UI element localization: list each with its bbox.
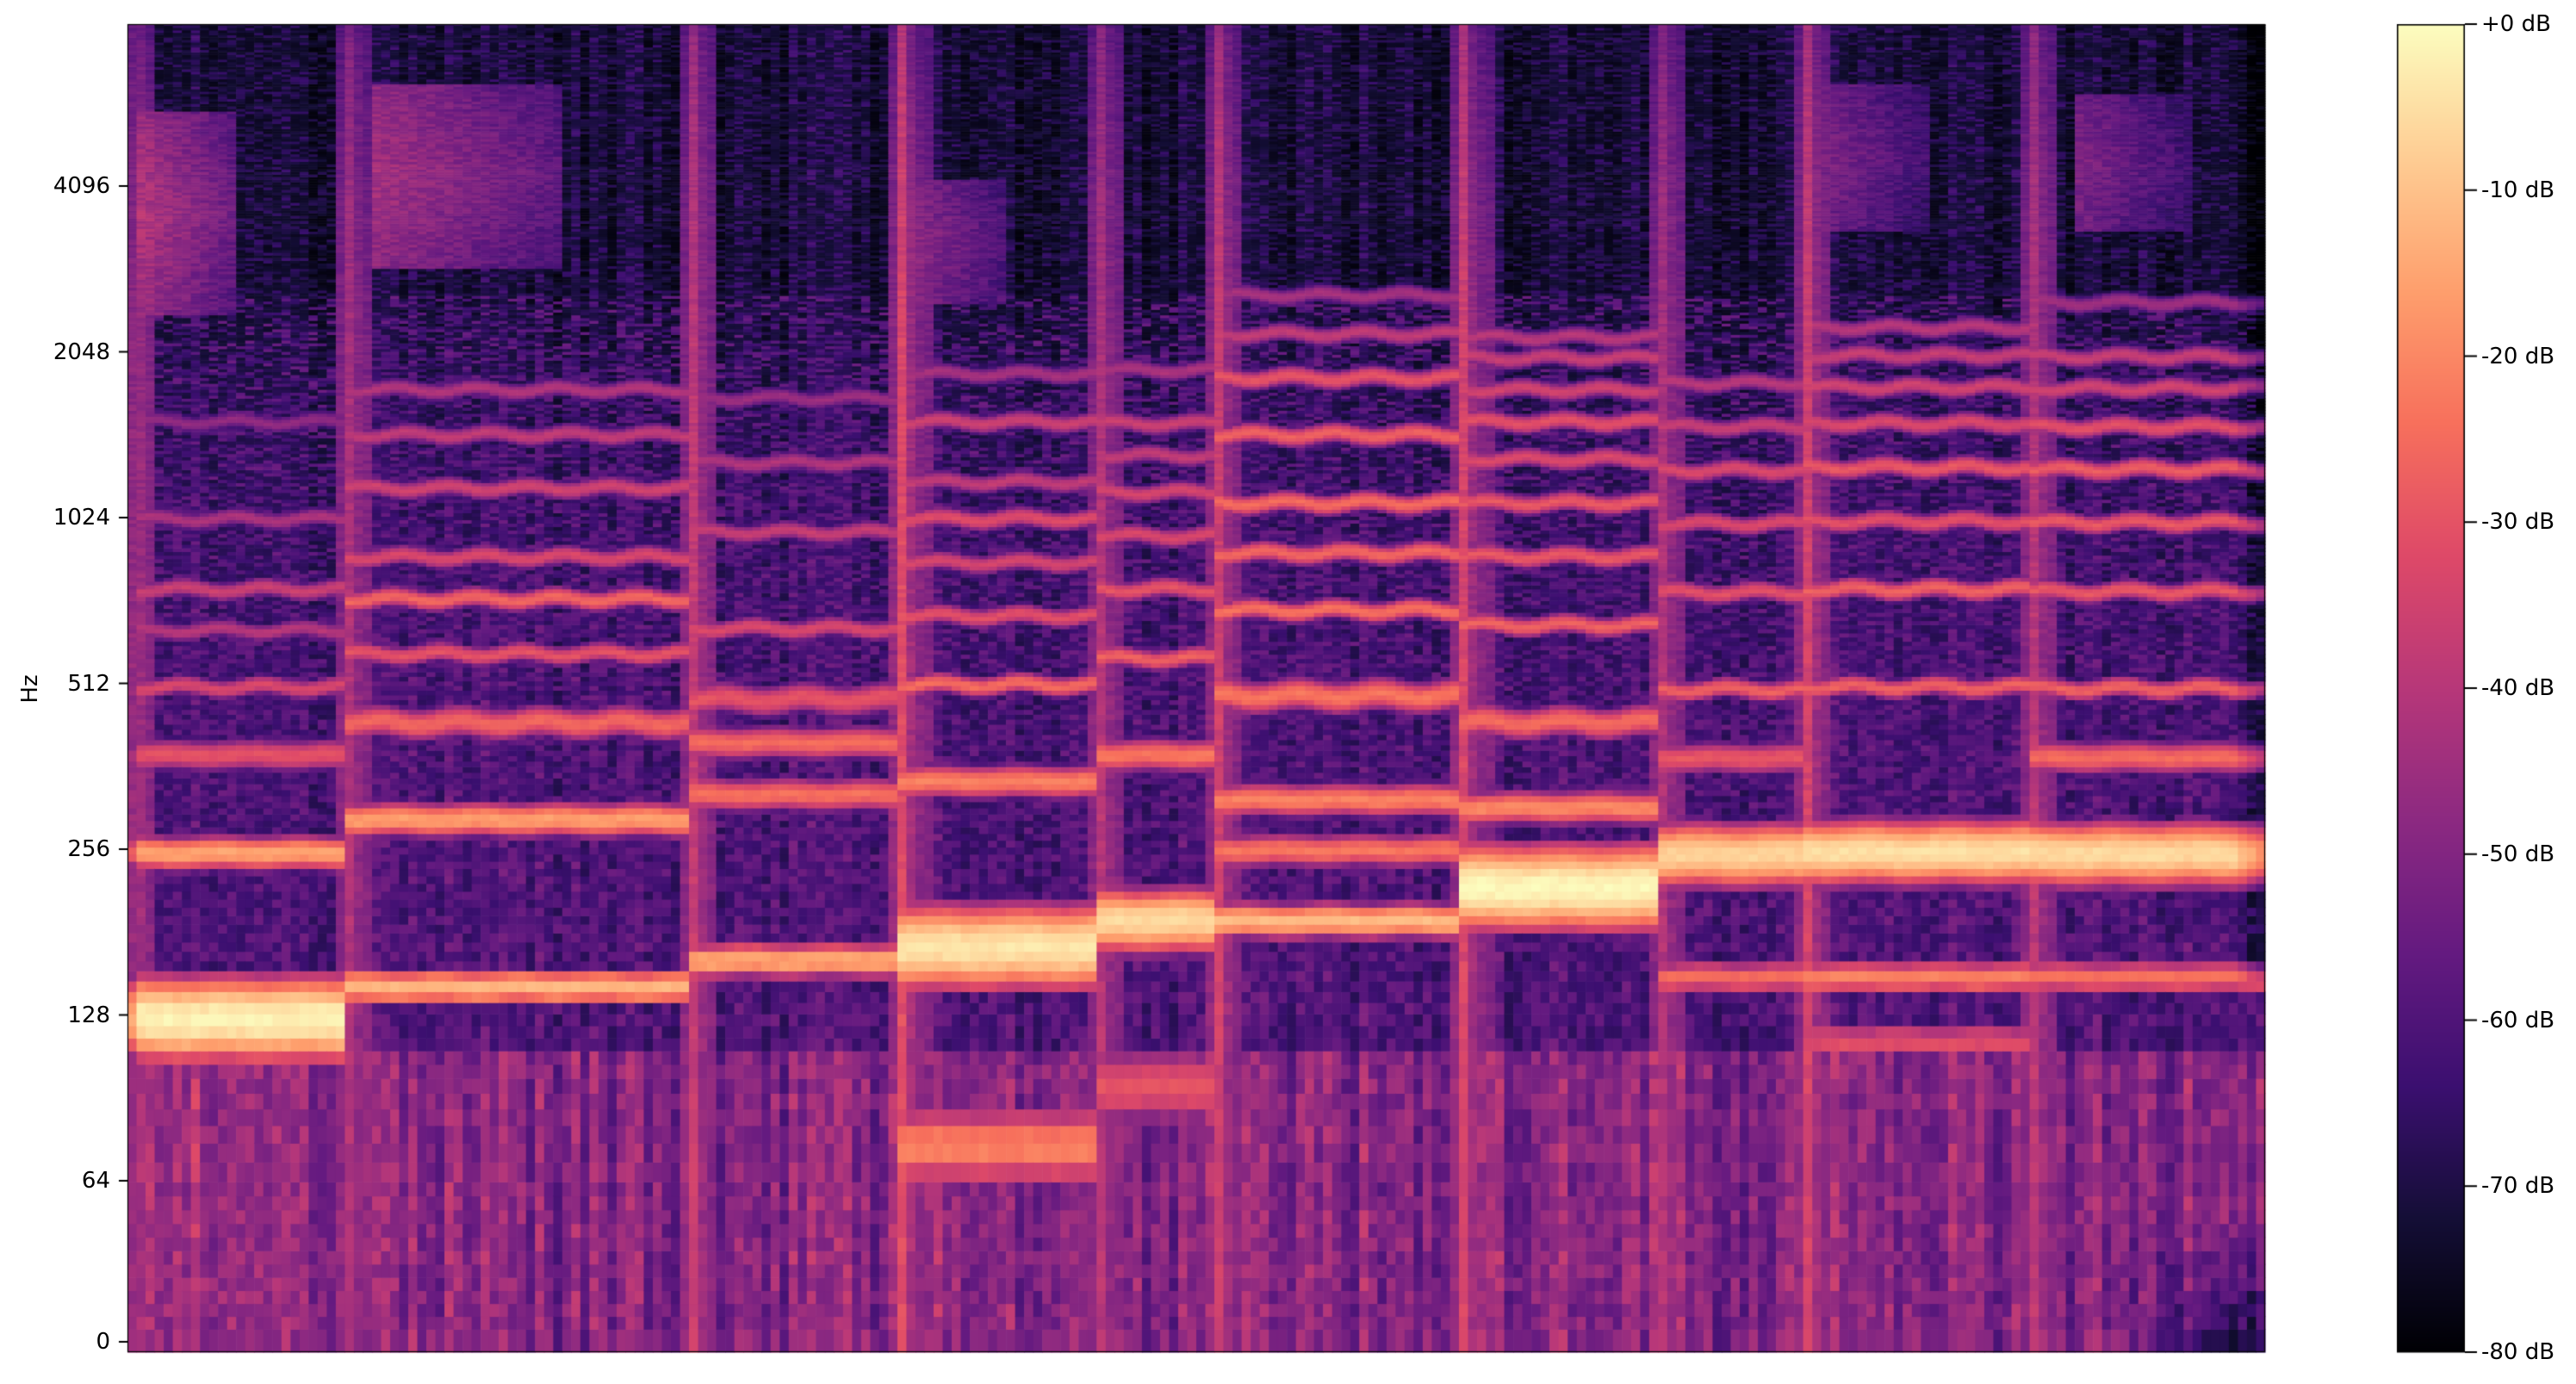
y-tick-label: 2048 xyxy=(53,338,110,365)
y-tick-label: 0 xyxy=(96,1329,110,1355)
colorbar-tick-label: -50 dB xyxy=(2481,841,2555,867)
colorbar-tick-label: -80 dB xyxy=(2481,1339,2555,1365)
colorbar-tick-label: -40 dB xyxy=(2481,675,2555,701)
y-tick-label: 4096 xyxy=(53,173,110,199)
y-tick-label: 64 xyxy=(81,1168,110,1194)
y-tick-label: 128 xyxy=(67,1002,110,1028)
colorbar-tick-label: -60 dB xyxy=(2481,1007,2555,1033)
y-tick-label: 256 xyxy=(67,836,110,862)
colorbar-tick-label: -70 dB xyxy=(2481,1173,2555,1200)
y-tick-label: 512 xyxy=(67,670,110,697)
colorbar-tick-label: -10 dB xyxy=(2481,177,2555,203)
colorbar-tick-label: -30 dB xyxy=(2481,509,2555,536)
colorbar-tick-label: -20 dB xyxy=(2481,343,2555,369)
colorbar-tick-label: +0 dB xyxy=(2481,11,2551,37)
y-tick-label: 1024 xyxy=(53,505,110,531)
